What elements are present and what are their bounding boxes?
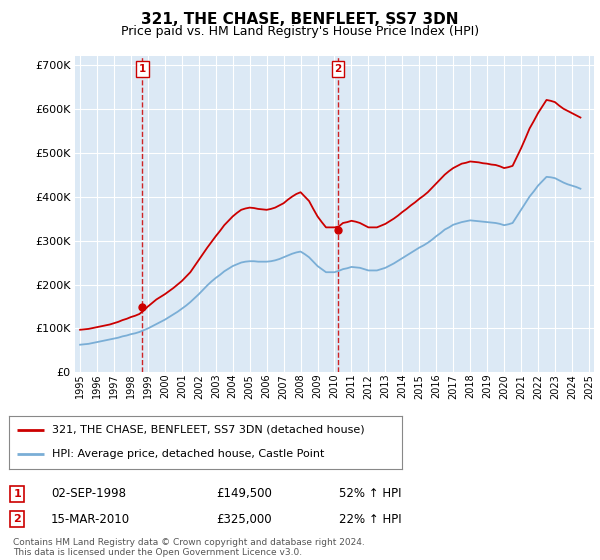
Text: 22% ↑ HPI: 22% ↑ HPI	[339, 512, 401, 526]
Text: 2: 2	[334, 64, 341, 74]
Text: 321, THE CHASE, BENFLEET, SS7 3DN: 321, THE CHASE, BENFLEET, SS7 3DN	[141, 12, 459, 27]
Text: 1: 1	[139, 64, 146, 74]
Text: £149,500: £149,500	[216, 487, 272, 501]
Text: 52% ↑ HPI: 52% ↑ HPI	[339, 487, 401, 501]
Text: HPI: Average price, detached house, Castle Point: HPI: Average price, detached house, Cast…	[52, 449, 325, 459]
Text: Contains HM Land Registry data © Crown copyright and database right 2024.
This d: Contains HM Land Registry data © Crown c…	[13, 538, 365, 557]
Text: 1: 1	[13, 489, 21, 499]
Text: Price paid vs. HM Land Registry's House Price Index (HPI): Price paid vs. HM Land Registry's House …	[121, 25, 479, 38]
Text: 15-MAR-2010: 15-MAR-2010	[51, 512, 130, 526]
Text: 2: 2	[13, 514, 21, 524]
Text: £325,000: £325,000	[216, 512, 272, 526]
Text: 321, THE CHASE, BENFLEET, SS7 3DN (detached house): 321, THE CHASE, BENFLEET, SS7 3DN (detac…	[52, 425, 365, 435]
Text: 02-SEP-1998: 02-SEP-1998	[51, 487, 126, 501]
